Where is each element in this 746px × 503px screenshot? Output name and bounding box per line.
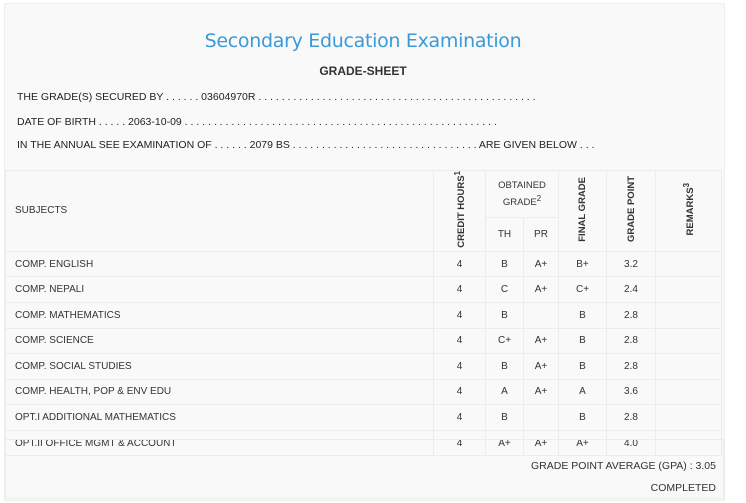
grade-point-cell: 2.8 xyxy=(606,353,656,380)
grade-point-cell: 3.2 xyxy=(606,250,656,278)
pr-grade-cell: A+ xyxy=(523,429,559,457)
table-row: COMP. SOCIAL STUDIES 4 B A+ B 2.8 xyxy=(5,353,722,380)
remarks-cell xyxy=(655,378,722,406)
th-grade-cell: A xyxy=(485,378,524,406)
table-row: COMP. HEALTH, POP & ENV EDU 4 A A+ A 3.6 xyxy=(5,378,722,406)
th-grade-cell: B xyxy=(485,301,524,329)
summary-box: GRADE POINT AVERAGE (GPA) : 3.05 COMPLET… xyxy=(5,439,724,499)
th-grade-cell: B xyxy=(485,404,524,431)
final-grade-cell: A+ xyxy=(558,429,607,457)
header-final-grade: FINAL GRADE xyxy=(558,170,607,252)
th-grade-cell: C xyxy=(485,276,524,303)
gpa-text: GRADE POINT AVERAGE (GPA) : 3.05 xyxy=(531,460,716,472)
subject-cell: COMP. NEPALI xyxy=(5,276,434,303)
grade-point-cell: 4.0 xyxy=(606,429,656,457)
table-row: OPT.II OFFICE MGMT & ACCOUNT 4 A+ A+ A+ 4.0 xyxy=(5,429,722,457)
final-grade-cell: A xyxy=(558,378,607,406)
table-row: COMP. MATHEMATICS 4 B B 2.8 xyxy=(5,301,722,329)
pr-grade-cell: A+ xyxy=(523,353,559,380)
table-row: COMP. NEPALI 4 C A+ C+ 2.4 xyxy=(5,276,722,303)
header-pr: PR xyxy=(523,217,559,252)
remarks-cell xyxy=(655,276,722,303)
subject-cell: COMP. ENGLISH xyxy=(5,250,434,278)
final-grade-cell: B+ xyxy=(558,250,607,278)
remarks-cell xyxy=(655,301,722,329)
pr-grade-cell: A+ xyxy=(523,276,559,303)
grade-point-cell: 2.8 xyxy=(606,301,656,329)
th-grade-cell: C+ xyxy=(485,327,524,355)
credit-cell: 4 xyxy=(433,301,486,329)
credit-cell: 4 xyxy=(433,353,486,380)
credit-cell: 4 xyxy=(433,378,486,406)
exam-line: IN THE ANNUAL SEE EXAMINATION OF . . . .… xyxy=(17,139,595,151)
th-grade-cell: A+ xyxy=(485,429,524,457)
remarks-cell xyxy=(655,353,722,380)
subject-cell: COMP. HEALTH, POP & ENV EDU xyxy=(5,378,434,406)
remarks-cell xyxy=(655,404,722,431)
pr-grade-cell: A+ xyxy=(523,250,559,278)
pr-grade-cell xyxy=(523,301,559,329)
page-title: Secondary Education Examination xyxy=(204,30,522,52)
subject-cell: COMP. SOCIAL STUDIES xyxy=(5,353,434,380)
th-grade-cell: B xyxy=(485,250,524,278)
grade-point-cell: 2.4 xyxy=(606,276,656,303)
table-row: OPT.I ADDITIONAL MATHEMATICS 4 B B 2.8 xyxy=(5,404,722,431)
pr-grade-cell: A+ xyxy=(523,327,559,355)
header-grade-point: GRADE POINT xyxy=(606,170,656,252)
grade-point-cell: 2.8 xyxy=(606,327,656,355)
remarks-cell xyxy=(655,250,722,278)
credit-cell: 4 xyxy=(433,250,486,278)
table-row: COMP. SCIENCE 4 C+ A+ B 2.8 xyxy=(5,327,722,355)
subject-cell: COMP. MATHEMATICS xyxy=(5,301,434,329)
credit-cell: 4 xyxy=(433,276,486,303)
secured-by-line: THE GRADE(S) SECURED BY . . . . . . 0360… xyxy=(17,91,536,103)
final-grade-cell: B xyxy=(558,353,607,380)
th-grade-cell: B xyxy=(485,353,524,380)
table-row: COMP. ENGLISH 4 B A+ B+ 3.2 xyxy=(5,250,722,278)
final-grade-cell: C+ xyxy=(558,276,607,303)
header-th: TH xyxy=(485,217,524,252)
dob-line: DATE OF BIRTH . . . . . 2063-10-09 . . .… xyxy=(17,116,497,128)
status-text: COMPLETED xyxy=(650,482,716,494)
grade-point-cell: 2.8 xyxy=(606,404,656,431)
credit-cell: 4 xyxy=(433,327,486,355)
grades-table: SUBJECTS CREDIT HOURS1 OBTAINED GRADE2 F… xyxy=(5,169,722,457)
final-grade-cell: B xyxy=(558,404,607,431)
header-credit-hours: CREDIT HOURS1 xyxy=(433,170,486,252)
pr-grade-cell xyxy=(523,404,559,431)
subject-cell: COMP. SCIENCE xyxy=(5,327,434,355)
final-grade-cell: B xyxy=(558,301,607,329)
subject-cell: OPT.II OFFICE MGMT & ACCOUNT xyxy=(5,429,434,457)
subject-cell: OPT.I ADDITIONAL MATHEMATICS xyxy=(5,404,434,431)
credit-cell: 4 xyxy=(433,429,486,457)
credit-cell: 4 xyxy=(433,404,486,431)
header-subjects: SUBJECTS xyxy=(5,170,434,252)
remarks-cell xyxy=(655,327,722,355)
grade-point-cell: 3.6 xyxy=(606,378,656,406)
final-grade-cell: B xyxy=(558,327,607,355)
page-subtitle: GRADE-SHEET xyxy=(319,64,407,78)
header-obtained-grade: OBTAINED GRADE2 xyxy=(485,169,559,219)
remarks-cell xyxy=(655,429,722,457)
header-remarks: REMARKS3 xyxy=(655,170,722,252)
pr-grade-cell: A+ xyxy=(523,378,559,406)
